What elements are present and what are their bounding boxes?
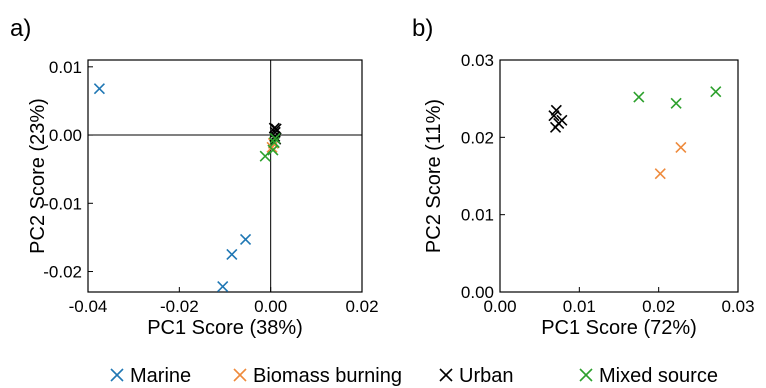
data-point xyxy=(633,91,645,103)
legend-item-marine: Marine xyxy=(110,365,191,387)
x-tick-label: 0.00 xyxy=(254,297,287,316)
legend-marker xyxy=(579,368,593,382)
data-point xyxy=(548,110,560,122)
panel-b: b) 0.00 0.01 0.02 0.03 0.00 0.01 0.02 0.03 PC1 Sc… xyxy=(412,15,755,339)
y-axis-title: PC2 Score (23%) xyxy=(27,98,49,254)
y-tick-label: 0.01 xyxy=(49,58,82,77)
panel-a: a)-0.04 -0.02 0.00 0.020.010.00-0.01-0.02PC… xyxy=(10,15,379,339)
y-tick-label: -0.01 xyxy=(43,194,82,213)
legend-label: Biomass burning xyxy=(253,365,402,387)
data-point xyxy=(268,136,280,149)
plot-frame xyxy=(87,59,363,293)
legend-label: Mixed source xyxy=(599,365,718,387)
x-tick-label: 0.02 xyxy=(642,297,675,316)
series-mixed-source xyxy=(259,132,281,162)
x-tick-label: -0.04 xyxy=(69,297,108,316)
series-urban xyxy=(548,104,568,133)
y-tick-label: -0.02 xyxy=(43,263,82,282)
data-point xyxy=(710,86,722,98)
y-tick-label: 0.01 xyxy=(461,206,494,225)
data-point xyxy=(654,168,666,180)
x-axis-title: PC1 Score (38%) xyxy=(147,317,303,339)
y-tick-label: 0.00 xyxy=(49,126,82,145)
plot-frame xyxy=(499,59,739,293)
y-tick-label: 0.02 xyxy=(461,128,494,147)
x-axis-title: PC1 Score (72%) xyxy=(541,317,697,339)
panel-label: a) xyxy=(10,15,31,42)
data-point xyxy=(217,280,229,293)
legend: Marine Biomass burning Urban Mixed source xyxy=(110,365,718,387)
x-tick-label: 0.02 xyxy=(345,297,378,316)
data-point xyxy=(93,83,105,95)
x-tick-label: -0.02 xyxy=(160,297,199,316)
data-point xyxy=(226,248,238,261)
legend-item-biomass-burning: Biomass burning xyxy=(233,365,402,387)
panel-label: b) xyxy=(412,15,433,42)
y-axis-title: PC2 Score (11%) xyxy=(423,99,445,253)
legend-label: Urban xyxy=(459,365,513,387)
data-point xyxy=(269,132,281,145)
legend-item-mixed-source: Mixed source xyxy=(579,365,718,387)
legend-marker xyxy=(110,368,124,382)
data-point xyxy=(675,141,687,153)
data-point xyxy=(239,233,252,246)
y-tick-label: 0.03 xyxy=(461,51,494,70)
legend-marker xyxy=(233,368,247,382)
legend-item-urban: Urban xyxy=(439,365,513,387)
series-biomass-burning xyxy=(654,141,687,180)
data-point xyxy=(549,121,562,133)
x-tick-label: 0.00 xyxy=(483,297,516,316)
data-point xyxy=(259,150,271,162)
x-tick-label: 0.03 xyxy=(721,297,754,316)
data-point xyxy=(670,97,682,109)
y-tick-label: 0.00 xyxy=(461,283,494,302)
legend-label: Marine xyxy=(130,365,191,387)
series-mixed-source xyxy=(633,86,722,109)
legend-marker xyxy=(439,368,453,382)
series-marine xyxy=(93,83,252,293)
x-tick-label: 0.01 xyxy=(563,297,596,316)
